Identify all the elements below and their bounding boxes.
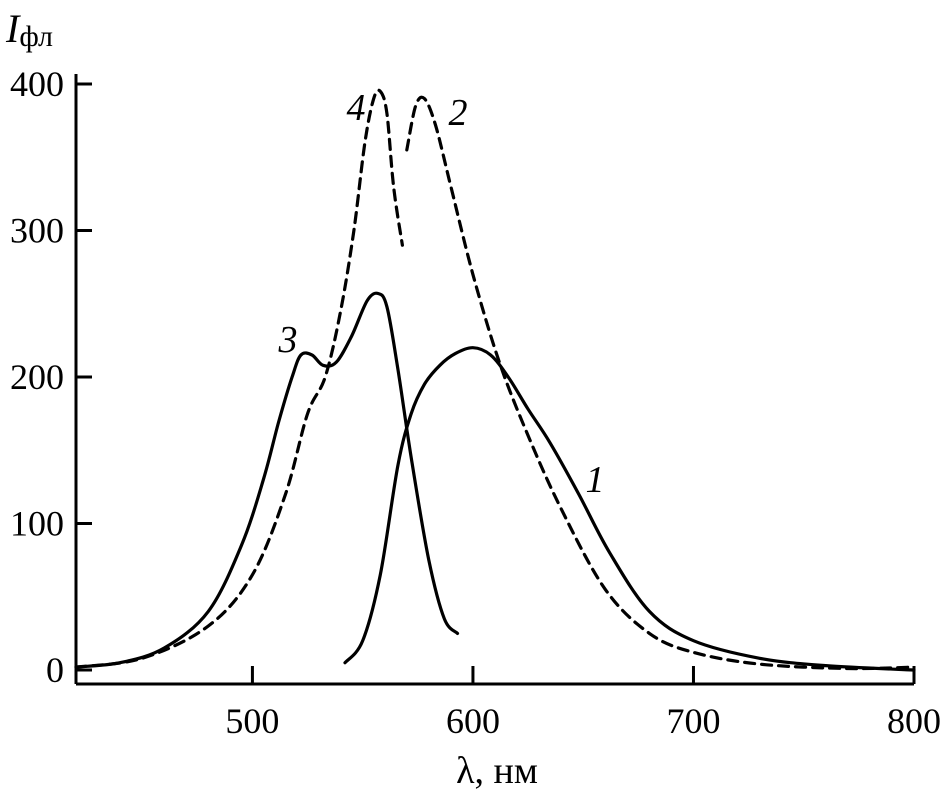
y-tick-label: 200 xyxy=(10,357,64,397)
series-3-label: 3 xyxy=(278,319,298,361)
y-tick-label: 0 xyxy=(46,650,64,690)
series-4-label: 4 xyxy=(347,87,366,129)
series-2-line xyxy=(405,95,916,671)
ticks: 500 600 700 800 0 100 200 300 400 xyxy=(10,64,941,741)
y-axis-title-sub: фл xyxy=(19,20,53,53)
y-axis-title-main: I xyxy=(5,6,21,51)
x-tick-label: 800 xyxy=(887,701,941,741)
series-2-label: 2 xyxy=(449,92,468,134)
curve-labels: 1 2 3 4 xyxy=(278,87,605,501)
y-tick-label: 300 xyxy=(10,211,64,251)
series-4-line xyxy=(74,88,404,669)
series-group xyxy=(74,88,916,672)
x-tick-label: 600 xyxy=(446,701,500,741)
series-1-label: 1 xyxy=(586,459,605,501)
x-tick-label: 700 xyxy=(666,701,720,741)
series-3-line xyxy=(74,291,460,669)
x-tick-label: 500 xyxy=(225,701,279,741)
y-tick-label: 400 xyxy=(10,64,64,104)
y-tick-label: 100 xyxy=(10,504,64,544)
series-1-line xyxy=(343,346,916,672)
y-axis-title: Iфл xyxy=(5,6,53,53)
x-axis-title: λ, нм xyxy=(456,750,538,792)
axes xyxy=(74,74,916,686)
